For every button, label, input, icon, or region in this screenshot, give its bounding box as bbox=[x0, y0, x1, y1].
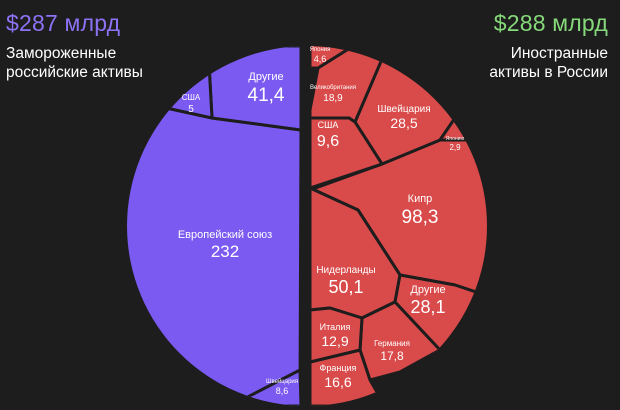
cell-италия-right bbox=[308, 306, 364, 364]
value-нидерланды-right: 50,1 bbox=[328, 277, 363, 297]
left-subtitle-line2: российские активы bbox=[6, 64, 143, 81]
value-японию-right: 2,9 bbox=[449, 143, 461, 152]
label-япония-right: Япония bbox=[310, 47, 331, 53]
cell-сша-right bbox=[308, 116, 384, 190]
cell-швейцария-right bbox=[353, 46, 487, 166]
cell-сша-left bbox=[127, 46, 214, 120]
label-европейский-союз-left: Европейский союз bbox=[178, 229, 272, 241]
right-subtitle-line1: Иностранные bbox=[510, 45, 608, 62]
label-швейцария-left: Швейцария bbox=[266, 378, 298, 385]
label-другие-right: Другие bbox=[410, 284, 445, 296]
value-германия-right: 17,8 bbox=[380, 349, 404, 363]
label-франция-right: Франция bbox=[320, 363, 357, 373]
label-другие-left: Другие bbox=[248, 71, 283, 83]
label-сша-right: США bbox=[318, 120, 339, 130]
label-германия-right: Германия bbox=[374, 339, 410, 348]
label-италия-right: Италия bbox=[320, 322, 351, 332]
left-total: $287 млрд bbox=[6, 10, 121, 36]
value-другие-left: 41,4 bbox=[248, 85, 285, 106]
right-subtitle-line2: активы в России bbox=[489, 64, 608, 81]
center-divider bbox=[300, 46, 310, 406]
value-европейский-союз-left: 232 bbox=[211, 242, 239, 261]
value-другие-right: 28,1 bbox=[410, 297, 445, 317]
label-нидерланды-right: Нидерланды bbox=[316, 265, 375, 276]
left-subtitle-line1: Замороженные bbox=[6, 45, 117, 62]
value-великобритания-right: 18,9 bbox=[323, 93, 343, 104]
label-кипр-right: Кипр bbox=[408, 193, 433, 205]
value-кипр-right: 98,3 bbox=[402, 207, 439, 228]
label-великобритания-right: Великобритания bbox=[310, 85, 356, 91]
left-header: $287 млрд Замороженные российские активы bbox=[6, 8, 143, 82]
value-франция-right: 16,6 bbox=[324, 374, 351, 390]
value-италия-right: 12,9 bbox=[321, 333, 348, 349]
value-япония-right: 4,6 bbox=[314, 54, 327, 64]
value-сша-left: 5 bbox=[188, 104, 194, 115]
cell-японию-right bbox=[438, 83, 487, 142]
label-сша-left: США bbox=[182, 93, 201, 102]
label-японию-right: Японию bbox=[446, 136, 465, 142]
right-total: $288 млрд bbox=[493, 10, 608, 36]
right-header: $288 млрд Иностранные активы в России bbox=[489, 8, 608, 82]
label-швейцария-right: Швейцария bbox=[377, 104, 430, 115]
value-сша-right: 9,6 bbox=[317, 133, 339, 150]
value-швейцария-left: 8,6 bbox=[276, 386, 289, 396]
value-швейцария-right: 28,5 bbox=[390, 115, 417, 131]
